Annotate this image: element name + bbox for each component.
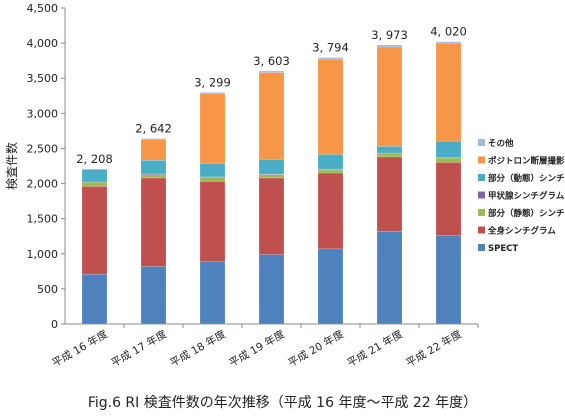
bar-segment (435, 42, 462, 142)
bar-segment (376, 156, 403, 232)
bar-segment (199, 181, 226, 262)
bar-segment (81, 273, 108, 325)
x-tick-label: 平成 19 年度 (227, 327, 288, 370)
data-label-total: 3, 794 (312, 41, 349, 55)
bar-segment (317, 248, 344, 325)
y-tick-label: 1,000 (27, 248, 59, 261)
x-tick-label: 平成 18 年度 (168, 327, 229, 370)
x-tick-label: 平成 16 年度 (50, 327, 111, 370)
legend-entry: ポジトロン断層撮影 (488, 156, 565, 167)
bar-segment (317, 57, 344, 60)
legend-entry: 部分（静態）シンチグラム (488, 208, 565, 219)
legend-swatch (478, 174, 485, 181)
bar-segment (317, 169, 344, 174)
x-tick-label: 平成 17 年度 (109, 327, 170, 370)
y-tick-label: 1,500 (27, 213, 59, 226)
legend-entry: 全身シンチグラム (487, 226, 556, 237)
bar-segment (435, 41, 462, 44)
bar-segment (317, 172, 344, 250)
bar-segment (140, 159, 167, 175)
bar-segment (376, 231, 403, 325)
data-label-total: 4, 020 (430, 25, 467, 39)
data-label-total: 3, 603 (253, 54, 290, 68)
legend-swatch (478, 244, 485, 251)
bar-segment (317, 154, 344, 170)
x-tick-label: 平成 22 年度 (404, 327, 465, 370)
bar-segment (140, 266, 167, 325)
data-label-total: 2, 208 (76, 152, 113, 166)
bar-segment (140, 177, 167, 267)
bar-segment (317, 59, 344, 155)
bar-segment (435, 157, 462, 163)
bar-segment (258, 177, 285, 255)
legend-swatch (478, 209, 485, 216)
bar-segment (81, 181, 108, 187)
bar-segment (376, 46, 403, 147)
y-tick-label: 0 (51, 318, 58, 331)
y-tick-label: 4,500 (27, 2, 59, 15)
legend-entry: その他 (488, 138, 514, 149)
bar-segment (199, 261, 226, 325)
y-tick-label: 2,500 (27, 142, 59, 155)
bar-segment (199, 162, 226, 178)
bar-segment (258, 159, 285, 175)
data-label-total: 3, 299 (194, 75, 231, 89)
bar-segment (81, 186, 108, 275)
bar-segment (435, 235, 462, 325)
y-tick-label: 3,000 (27, 107, 59, 120)
bar-segment (140, 138, 167, 140)
y-axis-title: 検査件数 (4, 142, 19, 190)
data-label-total: 2, 642 (135, 121, 172, 135)
y-tick-label: 2,000 (27, 178, 59, 191)
bar-segment (258, 254, 285, 325)
bar-segment (376, 146, 403, 154)
y-tick-label: 500 (37, 283, 58, 296)
x-tick-label: 平成 20 年度 (286, 327, 347, 370)
bar-segment (258, 70, 285, 73)
bar-segment (199, 177, 226, 182)
data-label-total: 3, 973 (371, 28, 408, 42)
bar-segment (199, 93, 226, 164)
bar-segment (258, 174, 285, 179)
legend-swatch (478, 191, 485, 199)
figure-caption: Fig.6 RI 検査件数の年次推移（平成 16 年度〜平成 22 年度） (87, 395, 478, 411)
bar-segment (199, 92, 226, 94)
bar-segment (376, 153, 403, 158)
x-tick-label: 平成 21 年度 (345, 327, 406, 370)
bar-segment (435, 162, 462, 236)
legend-entry: SPECT (488, 244, 518, 254)
bar-segment (81, 169, 108, 182)
legend-swatch (478, 226, 485, 234)
y-tick-label: 4,000 (27, 37, 59, 50)
bar-segment (140, 138, 167, 161)
bar-segment (435, 140, 462, 158)
legend-entry: 部分（動態）シンチグラム (488, 173, 565, 184)
bar-segment (258, 72, 285, 160)
bar-segment (140, 174, 167, 179)
bar-segment (81, 168, 108, 170)
bar-segment (435, 156, 462, 159)
y-tick-label: 3,500 (27, 72, 59, 85)
legend-entry: 甲状腺シンチグラム (488, 191, 565, 202)
legend-swatch (478, 156, 485, 164)
bar-segment (376, 44, 403, 48)
stacked-bar-chart: 0 500 1,000 1,500 2,000 2,500 3,000 3,500 4,000 4… (4, 2, 565, 370)
legend-swatch (478, 139, 485, 146)
